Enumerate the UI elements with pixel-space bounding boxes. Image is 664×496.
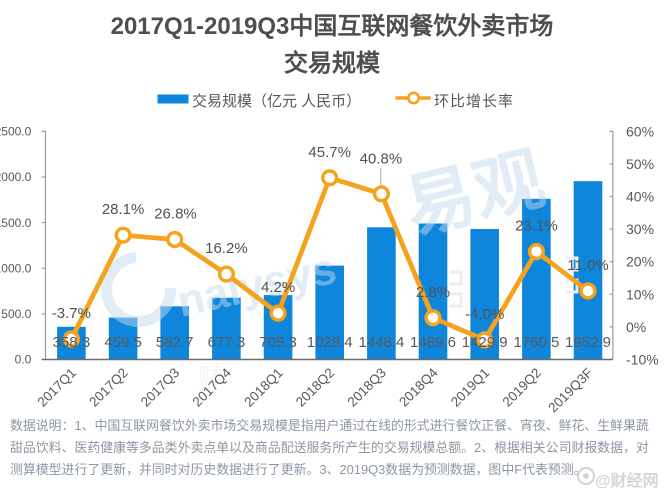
svg-text:28.1%: 28.1%: [102, 201, 145, 218]
svg-text:2018Q1: 2018Q1: [241, 365, 286, 410]
svg-text:582.7: 582.7: [156, 334, 194, 351]
svg-text:1760.5: 1760.5: [513, 334, 559, 351]
svg-text:20%: 20%: [626, 254, 654, 270]
svg-text:2.8%: 2.8%: [416, 284, 450, 301]
svg-text:2500.0: 2500.0: [0, 125, 32, 139]
svg-text:1489.6: 1489.6: [410, 334, 456, 351]
svg-text:45.7%: 45.7%: [308, 144, 351, 161]
svg-text:2019Q3F: 2019Q3F: [545, 365, 595, 415]
svg-text:2017Q1: 2017Q1: [35, 365, 80, 410]
svg-text:1000.0: 1000.0: [0, 262, 32, 276]
svg-text:500.0: 500.0: [1, 307, 31, 321]
svg-text:1952.9: 1952.9: [565, 334, 611, 351]
svg-text:2019Q1: 2019Q1: [448, 365, 493, 410]
svg-text:1429.9: 1429.9: [462, 334, 508, 351]
svg-text:677.3: 677.3: [208, 334, 246, 351]
svg-text:30%: 30%: [626, 221, 654, 237]
svg-text:2017Q2: 2017Q2: [86, 365, 131, 410]
svg-text:1448.4: 1448.4: [358, 334, 404, 351]
svg-text:40.8%: 40.8%: [360, 151, 403, 168]
svg-text:4.2%: 4.2%: [261, 279, 295, 296]
svg-text:10%: 10%: [626, 286, 654, 302]
svg-text:26.8%: 26.8%: [154, 206, 197, 223]
svg-text:358.3: 358.3: [53, 334, 91, 351]
svg-text:2017Q3: 2017Q3: [138, 365, 183, 410]
svg-text:0%: 0%: [626, 319, 646, 335]
svg-text:16.2%: 16.2%: [205, 240, 248, 257]
svg-text:2018Q2: 2018Q2: [293, 365, 338, 410]
svg-text:705.3: 705.3: [259, 334, 297, 351]
svg-text:-3.7%: -3.7%: [52, 305, 91, 322]
svg-text:60%: 60%: [626, 123, 654, 139]
svg-text:财: 财: [198, 363, 221, 389]
svg-text:2019Q2: 2019Q2: [500, 365, 545, 410]
svg-text:1028.4: 1028.4: [307, 334, 353, 351]
svg-text:459.5: 459.5: [104, 334, 142, 351]
svg-text:-10%: -10%: [626, 352, 659, 368]
svg-text:-4.0%: -4.0%: [465, 306, 504, 323]
svg-text:2000.0: 2000.0: [0, 170, 32, 184]
svg-text:23.1%: 23.1%: [515, 218, 558, 235]
svg-text:0.0: 0.0: [15, 353, 32, 367]
svg-text:1500.0: 1500.0: [0, 216, 32, 230]
svg-text:50%: 50%: [626, 156, 654, 172]
svg-text:2018Q4: 2018Q4: [396, 365, 441, 410]
svg-text:11.0%: 11.0%: [567, 257, 608, 274]
svg-text:2018Q3: 2018Q3: [345, 365, 390, 410]
svg-text:40%: 40%: [626, 189, 654, 205]
